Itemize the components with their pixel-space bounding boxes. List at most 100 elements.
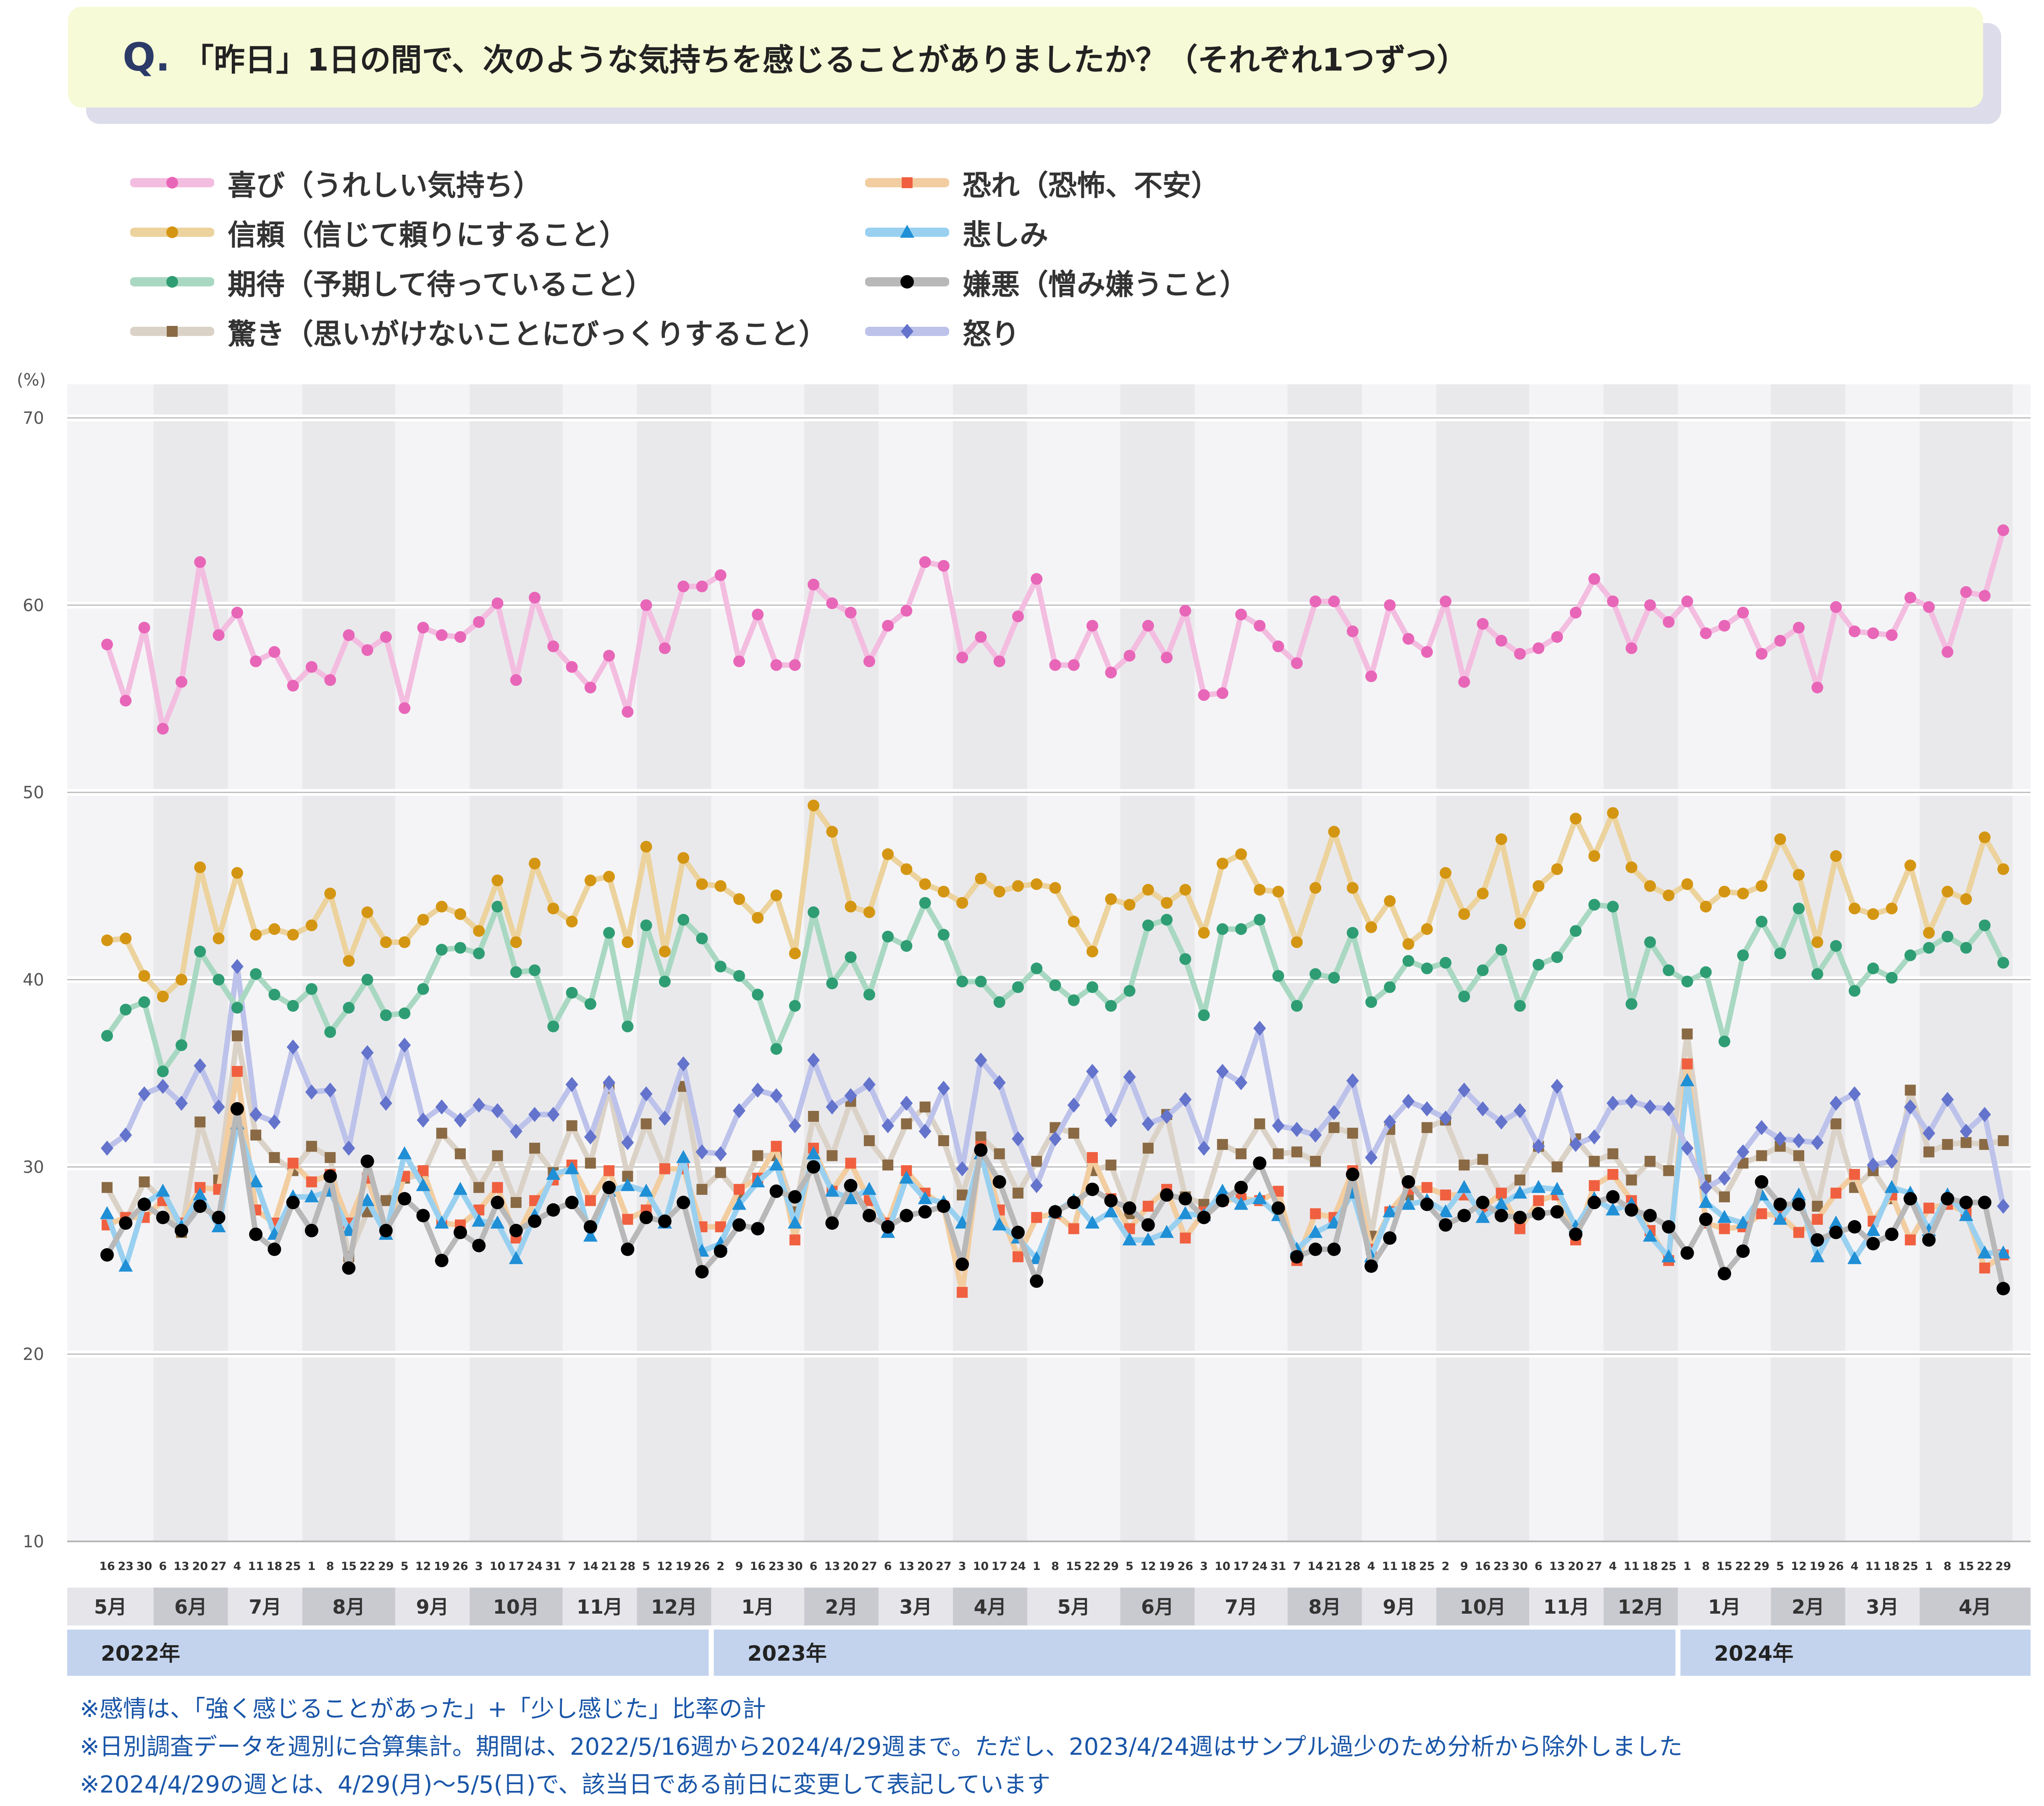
x-tick-label: 1	[1033, 1560, 1041, 1573]
data-point	[807, 1160, 821, 1174]
data-point	[1681, 878, 1693, 890]
note-2: ※日別調査データを週別に合算集計。期間は、2022/5/16週から2024/4/…	[80, 1733, 1683, 1761]
x-tick-label: 18	[1884, 1560, 1900, 1573]
y-axis-ticks: 10 20 30 40 50 60 70	[23, 409, 44, 1551]
data-point	[528, 1214, 542, 1228]
data-point	[268, 646, 281, 658]
data-point	[492, 1182, 503, 1193]
x-tick-label: 10	[490, 1560, 506, 1573]
x-tick-label: 2	[716, 1560, 724, 1573]
data-point	[863, 906, 875, 918]
x-tick-label: 18	[1401, 1560, 1417, 1573]
data-point	[1420, 1197, 1434, 1211]
data-point	[1439, 1110, 1452, 1126]
x-tick-label: 16	[99, 1560, 115, 1573]
data-point	[602, 1181, 616, 1194]
data-point	[343, 955, 355, 967]
data-point	[1068, 659, 1080, 671]
data-point	[937, 1199, 950, 1213]
data-point	[1346, 625, 1359, 638]
data-point	[584, 682, 596, 693]
data-point	[566, 987, 578, 999]
data-point	[1346, 1168, 1359, 1181]
data-point	[1104, 1194, 1118, 1208]
data-point	[1960, 893, 1972, 905]
data-point	[1681, 1140, 1694, 1156]
data-point	[659, 1163, 670, 1174]
data-point	[901, 324, 913, 339]
data-point	[1884, 1180, 1899, 1193]
data-point	[1755, 880, 1768, 892]
data-point	[1364, 1259, 1378, 1273]
data-point	[212, 1099, 225, 1115]
data-point	[956, 1161, 969, 1176]
data-point	[788, 1190, 802, 1204]
data-point	[584, 1129, 597, 1144]
data-point	[1588, 899, 1601, 911]
data-point	[1440, 957, 1452, 969]
data-point	[342, 1261, 356, 1275]
x-tick-label: 16	[750, 1560, 766, 1573]
data-point	[1569, 1137, 1582, 1152]
data-point	[695, 1265, 709, 1278]
data-point	[993, 885, 1005, 898]
data-point	[1215, 1194, 1229, 1208]
data-point	[1439, 1218, 1453, 1232]
data-point	[900, 863, 913, 875]
data-point	[1309, 882, 1322, 894]
data-point	[1067, 1097, 1080, 1113]
data-point	[399, 936, 411, 948]
data-point	[1755, 1175, 1768, 1189]
data-point	[137, 1197, 151, 1211]
data-point	[808, 799, 820, 811]
month-cell	[228, 1588, 302, 1625]
data-point	[193, 1187, 207, 1201]
week-label-row	[67, 1544, 2031, 1586]
month-band	[1436, 384, 1530, 1541]
data-point	[119, 1216, 133, 1230]
x-tick-label: 10	[1215, 1560, 1231, 1573]
data-point	[1886, 903, 1898, 915]
data-point	[1254, 620, 1266, 632]
month-label: 2月	[1792, 1596, 1824, 1618]
data-point	[176, 1039, 188, 1051]
data-point	[1942, 1139, 1953, 1150]
data-point	[491, 1103, 504, 1118]
data-point	[1142, 884, 1154, 896]
data-point	[1011, 1226, 1025, 1239]
data-point	[1309, 595, 1322, 607]
x-tick-label: 20	[843, 1560, 859, 1573]
data-point	[1867, 962, 1879, 974]
data-point	[1681, 595, 1693, 607]
x-tick-label: 30	[1512, 1560, 1528, 1573]
data-point	[1922, 1233, 1936, 1247]
x-tick-label: 4	[233, 1560, 241, 1573]
data-point	[1383, 1114, 1396, 1130]
data-point	[101, 638, 113, 651]
data-point	[101, 934, 113, 946]
data-point	[1365, 670, 1377, 682]
x-tick-label: 3	[958, 1560, 966, 1573]
data-point	[1922, 1126, 1935, 1141]
x-tick-label: 29	[1995, 1560, 2011, 1573]
month-label: 9月	[416, 1596, 449, 1618]
data-point	[1699, 1180, 1712, 1195]
legend-item: 悲しみ	[865, 209, 1048, 255]
x-tick-label: 28	[620, 1560, 636, 1573]
data-point	[1905, 1234, 1916, 1246]
data-point	[119, 1127, 132, 1143]
data-point	[1662, 1220, 1676, 1234]
data-point	[1867, 908, 1879, 920]
data-point	[529, 858, 541, 870]
data-point	[1830, 850, 1842, 862]
data-point	[1475, 1210, 1490, 1223]
data-point	[695, 1144, 708, 1160]
data-point	[1346, 1073, 1359, 1089]
x-tick-label: 26	[694, 1560, 710, 1573]
month-cell	[1845, 1588, 1920, 1625]
data-point	[1198, 689, 1210, 701]
data-point	[510, 1197, 522, 1208]
x-tick-label: 26	[1178, 1560, 1194, 1573]
data-point	[1142, 1200, 1154, 1212]
data-point	[752, 1150, 764, 1161]
